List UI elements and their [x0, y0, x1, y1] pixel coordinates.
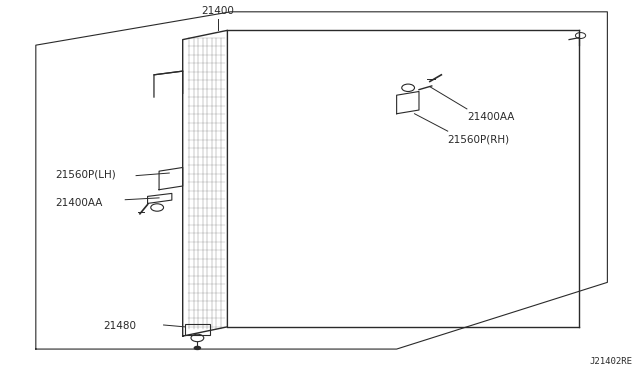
Circle shape — [193, 346, 201, 350]
Text: 21400AA: 21400AA — [55, 198, 102, 208]
Text: 21560P(RH): 21560P(RH) — [448, 134, 510, 144]
Text: 21400: 21400 — [202, 6, 234, 16]
Text: 21480: 21480 — [103, 321, 136, 331]
Text: 21560P(LH): 21560P(LH) — [55, 170, 116, 180]
Text: 21400AA: 21400AA — [467, 112, 515, 122]
Text: J21402RE: J21402RE — [590, 357, 633, 366]
